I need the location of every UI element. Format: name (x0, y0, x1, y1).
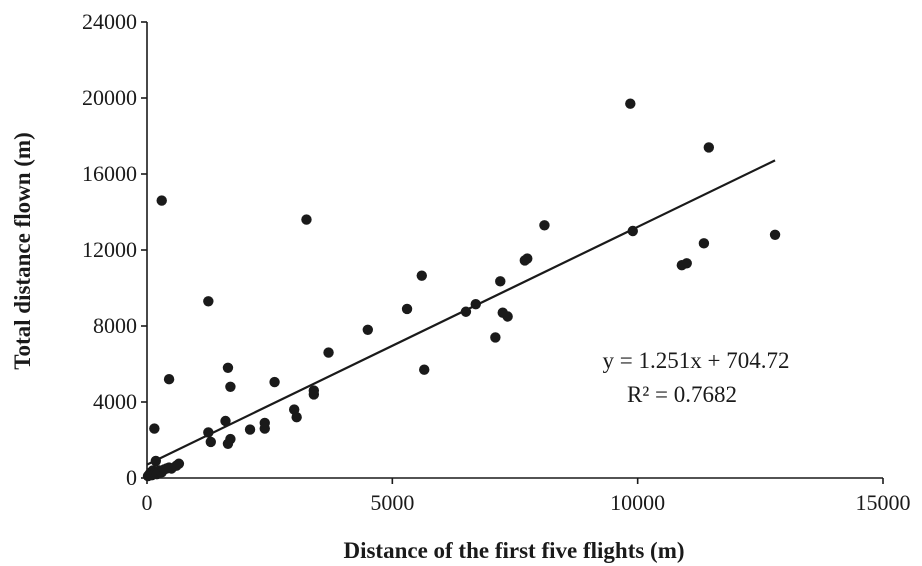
data-point (225, 381, 236, 392)
data-point (698, 238, 710, 249)
data-point (225, 433, 236, 445)
data-point (470, 298, 481, 310)
data-point (703, 142, 715, 153)
x-tick-label: 0 (142, 490, 153, 515)
y-tick-label: 24000 (82, 9, 137, 34)
data-point (244, 424, 256, 435)
data-point (203, 296, 214, 307)
y-tick-label: 4000 (93, 389, 137, 414)
data-point (323, 347, 334, 358)
x-axis-ticks: 0 5000 10000 15000 (142, 478, 911, 515)
r-squared-label: R² = 0.7682 (627, 382, 737, 407)
y-axis-title: Total distance flown (m) (10, 132, 35, 369)
data-point (150, 455, 162, 467)
data-point (522, 253, 533, 264)
data-point (769, 229, 781, 240)
y-tick-label: 12000 (82, 237, 137, 262)
data-point (502, 311, 513, 322)
data-point (301, 214, 312, 225)
data-point (203, 427, 214, 438)
data-point (490, 332, 501, 343)
data-point (173, 458, 185, 469)
data-point (627, 225, 638, 237)
data-point (460, 306, 472, 317)
data-point (163, 374, 175, 385)
data-point (362, 324, 373, 335)
data-point (495, 276, 506, 287)
data-point (681, 258, 692, 269)
data-point (401, 303, 413, 315)
data-point (259, 417, 270, 429)
data-point (416, 270, 427, 281)
trendline-equation: y = 1.251x + 704.72 (603, 348, 790, 373)
data-point (222, 362, 234, 373)
y-tick-label: 20000 (82, 85, 137, 110)
x-tick-label: 15000 (856, 490, 911, 515)
data-point (149, 423, 160, 434)
data-point (625, 98, 636, 109)
y-tick-label: 16000 (82, 161, 137, 186)
data-point (205, 436, 216, 448)
y-axis-ticks: 0 4000 8000 12000 16000 20000 24000 (82, 9, 147, 490)
data-point (539, 220, 550, 231)
data-point (308, 385, 320, 396)
data-point (269, 376, 280, 388)
data-points (142, 98, 781, 482)
y-tick-label: 0 (126, 465, 137, 490)
y-tick-label: 8000 (93, 313, 137, 338)
x-axis-title: Distance of the first five flights (m) (343, 538, 684, 563)
data-point (156, 195, 167, 206)
x-tick-label: 5000 (370, 490, 414, 515)
data-point (220, 415, 231, 427)
data-point (419, 364, 430, 375)
data-point (291, 412, 302, 423)
x-tick-label: 10000 (610, 490, 665, 515)
